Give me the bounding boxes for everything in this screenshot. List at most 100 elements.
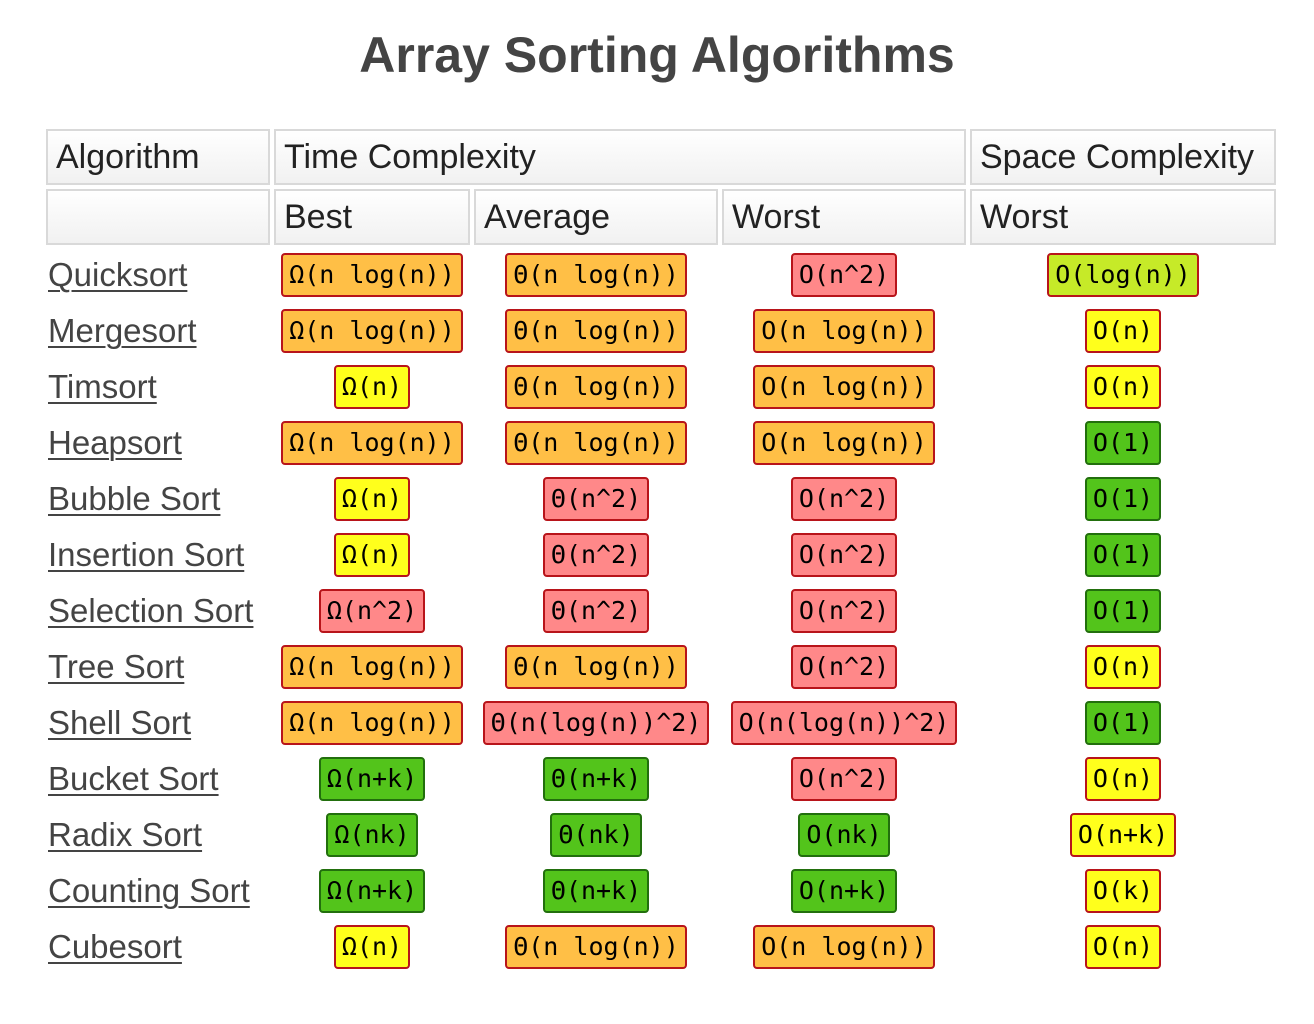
worst-cell: O(n^2) [722,249,966,301]
algorithm-link[interactable]: Selection Sort [48,592,254,629]
complexity-badge: O(n log(n)) [753,365,935,409]
space-worst-cell: O(1) [970,585,1276,637]
complexity-badge: Ω(n log(n)) [281,253,463,297]
complexity-badge: O(n^2) [790,253,898,297]
complexity-badge: O(1) [1084,701,1162,745]
complexity-badge: O(k) [1084,869,1162,913]
best-cell: Ω(n+k) [274,753,470,805]
best-cell: Ω(n log(n)) [274,249,470,301]
complexity-badge: Ω(nk) [326,813,418,857]
page-title: Array Sorting Algorithms [359,27,955,83]
algorithm-link[interactable]: Cubesort [48,928,182,965]
space-worst-cell: O(n) [970,361,1276,413]
algorithm-link[interactable]: Insertion Sort [48,536,245,573]
best-cell: Ω(n log(n)) [274,417,470,469]
complexity-badge: O(n) [1084,925,1162,969]
table-row: Shell Sort Ω(n log(n)) Θ(n(log(n))^2) O(n(l… [46,697,1276,749]
best-cell: Ω(n) [274,473,470,525]
complexity-badge: O(n) [1084,365,1162,409]
algorithm-cell: Timsort [46,361,270,413]
algorithm-cell: Bucket Sort [46,753,270,805]
algorithm-link[interactable]: Tree Sort [48,648,185,685]
worst-cell: O(nk) [722,809,966,861]
algorithm-link[interactable]: Bucket Sort [48,760,219,797]
table-row: Bubble Sort Ω(n) Θ(n^2) O(n^2) O(1) [46,473,1276,525]
complexity-badge: O(1) [1084,421,1162,465]
complexity-badge: Ω(n) [333,365,411,409]
worst-cell: O(n+k) [722,865,966,917]
space-worst-cell: O(n) [970,641,1276,693]
average-cell: Θ(n log(n)) [474,305,718,357]
algorithm-link[interactable]: Bubble Sort [48,480,221,517]
complexity-badge: Θ(n^2) [542,533,650,577]
algorithm-cell: Bubble Sort [46,473,270,525]
table-header: Algorithm Time Complexity Space Complexi… [46,129,1276,245]
algorithm-link[interactable]: Quicksort [48,256,188,293]
best-cell: Ω(n log(n)) [274,697,470,749]
algorithm-link[interactable]: Radix Sort [48,816,203,853]
space-worst-cell: O(1) [970,529,1276,581]
complexity-badge: Θ(n log(n)) [505,925,687,969]
complexity-badge: O(nk) [798,813,890,857]
space-worst-cell: O(log(n)) [970,249,1276,301]
worst-cell: O(n log(n)) [722,305,966,357]
algorithm-cell: Selection Sort [46,585,270,637]
table-row: Counting Sort Ω(n+k) Θ(n+k) O(n+k) O(k) [46,865,1276,917]
complexity-badge: Θ(n(log(n))^2) [482,701,710,745]
complexity-badge: Θ(nk) [550,813,642,857]
best-cell: Ω(nk) [274,809,470,861]
complexity-badge: Ω(n+k) [318,869,426,913]
best-cell: Ω(n log(n)) [274,641,470,693]
algorithm-link[interactable]: Shell Sort [48,704,192,741]
complexity-badge: Θ(n log(n)) [505,421,687,465]
header-space-complexity: Space Complexity [970,129,1276,185]
header-average: Average [474,189,718,245]
average-cell: Θ(n+k) [474,753,718,805]
algorithm-link[interactable]: Timsort [48,368,157,405]
complexity-badge: O(n+k) [790,869,898,913]
worst-cell: O(n log(n)) [722,417,966,469]
worst-cell: O(n log(n)) [722,361,966,413]
table-row: Selection Sort Ω(n^2) Θ(n^2) O(n^2) O(1) [46,585,1276,637]
complexity-badge: Θ(n+k) [542,757,650,801]
algorithm-link[interactable]: Counting Sort [48,872,250,909]
algorithm-cell: Radix Sort [46,809,270,861]
best-cell: Ω(n) [274,361,470,413]
average-cell: Θ(n log(n)) [474,249,718,301]
table-row: Heapsort Ω(n log(n)) Θ(n log(n)) O(n log(n)… [46,417,1276,469]
complexity-badge: O(1) [1084,533,1162,577]
complexity-badge: Θ(n^2) [542,477,650,521]
complexity-badge: O(1) [1084,477,1162,521]
complexity-badge: Ω(n log(n)) [281,645,463,689]
space-worst-cell: O(n+k) [970,809,1276,861]
header-time-complexity: Time Complexity [274,129,966,185]
complexity-badge: Ω(n) [333,477,411,521]
header-algorithm: Algorithm [46,129,270,185]
complexity-badge: Θ(n log(n)) [505,365,687,409]
space-worst-cell: O(1) [970,473,1276,525]
average-cell: Θ(n^2) [474,473,718,525]
complexity-badge: O(n log(n)) [753,421,935,465]
best-cell: Ω(n log(n)) [274,305,470,357]
complexity-badge: O(n^2) [790,645,898,689]
table-row: Mergesort Ω(n log(n)) Θ(n log(n)) O(n log(n… [46,305,1276,357]
space-worst-cell: O(n) [970,305,1276,357]
header-row-cases: Best Average Worst Worst [46,189,1276,245]
algorithm-cell: Counting Sort [46,865,270,917]
worst-cell: O(n^2) [722,585,966,637]
complexity-badge: O(1) [1084,589,1162,633]
complexity-badge: O(n^2) [790,589,898,633]
space-worst-cell: O(1) [970,697,1276,749]
algorithm-link[interactable]: Heapsort [48,424,182,461]
complexity-badge: Ω(n^2) [318,589,426,633]
header-blank [46,189,270,245]
complexity-badge: Ω(n) [333,925,411,969]
average-cell: Θ(n^2) [474,529,718,581]
worst-cell: O(n^2) [722,473,966,525]
algorithm-link[interactable]: Mergesort [48,312,197,349]
algorithm-cell: Tree Sort [46,641,270,693]
complexity-badge: O(n(log(n))^2) [730,701,958,745]
header-row-groups: Algorithm Time Complexity Space Complexi… [46,129,1276,185]
average-cell: Θ(n+k) [474,865,718,917]
algorithm-cell: Shell Sort [46,697,270,749]
